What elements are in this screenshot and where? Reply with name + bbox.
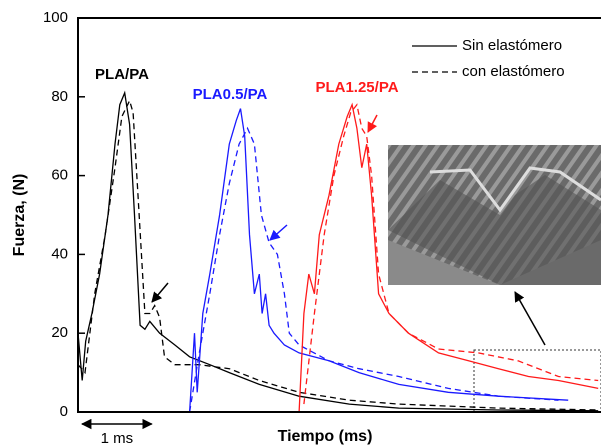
group-label: PLA1.25/PA (315, 79, 398, 96)
group-label: PLA/PA (95, 66, 149, 83)
x-axis-label: Tiempo (ms) (278, 428, 373, 445)
plot-area: 0 20 40 60 80 100 PLA/PA PLA0.5/PA PLA1.25/PA Sin… (43, 9, 601, 447)
annotation-arrow (367, 114, 378, 133)
legend-label: con elastómero (462, 63, 565, 80)
data-line (298, 102, 599, 413)
y-tick-label: 80 (51, 88, 68, 105)
axis-frame (77, 17, 601, 413)
inset-image (388, 145, 601, 285)
annotation-arrow (151, 282, 169, 303)
scale-bar-label: 1 ms (101, 430, 134, 447)
zoom-box (473, 349, 601, 413)
y-tick-label: 0 (60, 403, 68, 420)
data-line (303, 103, 599, 405)
zoom-arrow (514, 291, 546, 346)
data-line (77, 90, 599, 412)
y-tick-label: 100 (43, 9, 68, 26)
annotation-arrow (269, 224, 288, 241)
data-line (188, 126, 559, 413)
group-label: PLA0.5/PA (193, 86, 268, 103)
y-tick-label: 60 (51, 167, 68, 184)
y-axis-label: Fuerza, (N) (11, 174, 28, 257)
y-tick-label: 40 (51, 245, 68, 262)
data-line (77, 98, 599, 411)
y-tick-label: 20 (51, 324, 68, 341)
legend-label: Sin elastómero (462, 37, 562, 54)
data-line (188, 108, 569, 413)
